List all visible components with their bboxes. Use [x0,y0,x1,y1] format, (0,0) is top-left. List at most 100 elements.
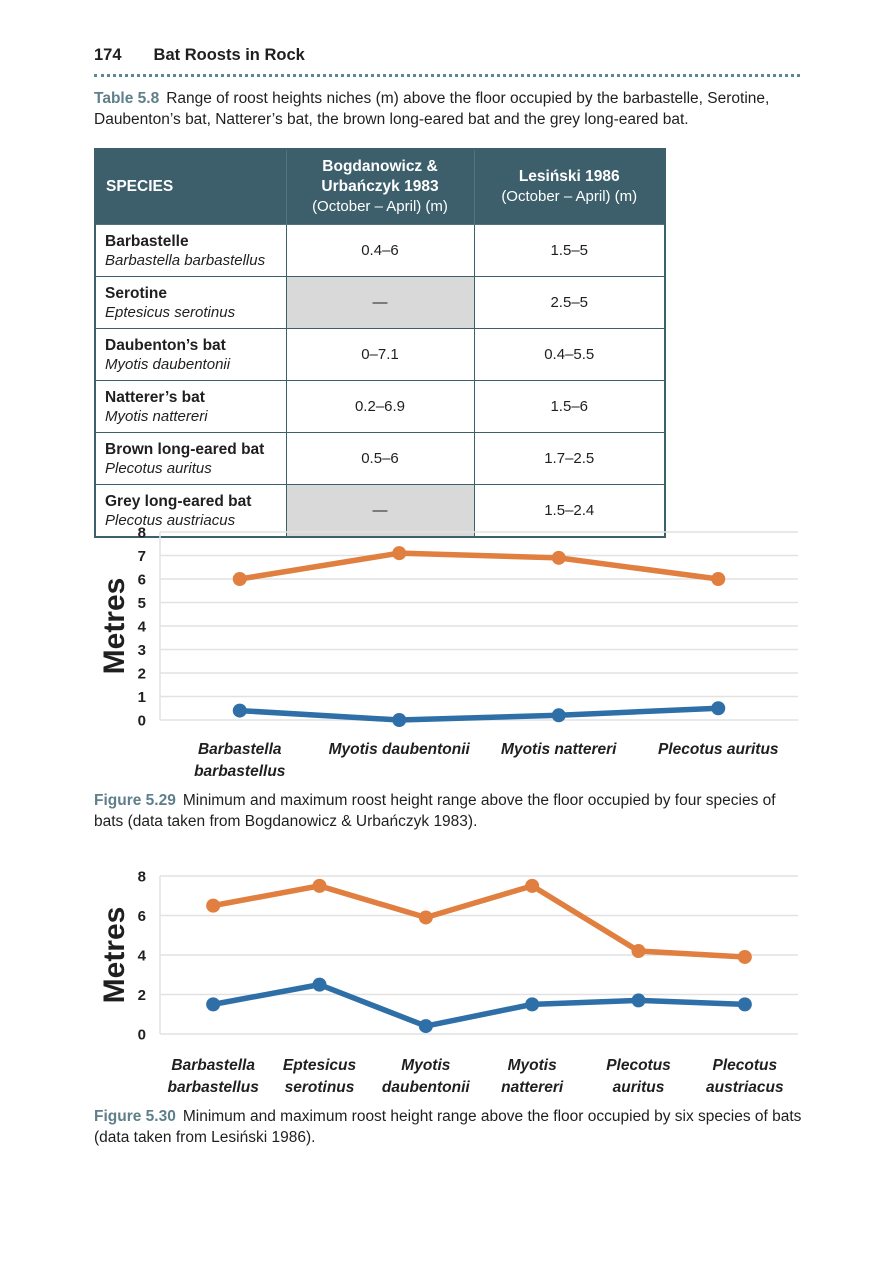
y-tick-label: 8 [138,869,146,886]
data-point-minimum [418,1019,433,1034]
value-cell: 0.4–6 [285,224,475,277]
y-tick-label: 2 [138,666,146,683]
category-label: daubentonii [382,1079,471,1096]
category-label: Myotis nattereri [501,741,617,758]
table-row: Barbastelle Barbastella barbastellus 0.4… [94,224,666,277]
category-label: Myotis [401,1057,450,1074]
category-label: barbastellus [168,1079,260,1096]
data-point-maximum [418,910,433,925]
figure-5-29-caption-text: Minimum and maximum roost height range a… [94,792,776,830]
y-tick-label: 0 [138,713,146,730]
y-axis-title: Metres [98,578,131,675]
y-tick-label: 4 [138,619,147,636]
table-row: Natterer’s bat Myotis nattereri 0.2–6.9 … [94,380,666,433]
series-line-minimum [210,981,748,1029]
table-caption-label: Table 5.8 [94,90,160,107]
category-label: Barbastella [171,1057,255,1074]
series-line-maximum [210,883,748,960]
category-label: auritus [613,1079,665,1096]
data-point-maximum [312,878,327,893]
value-cell: 0.5–6 [285,432,475,485]
header-source-2-subtitle: (October – April) (m) [501,188,638,205]
table-header-row: SPECIES Bogdanowicz & Urbańczyk 1983 (Oc… [94,148,666,225]
y-tick-label: 3 [138,642,146,659]
value-cell: 2.5–5 [473,276,666,329]
figure-5-29-chart: 0 1 2 3 4 5 6 7 8 Metres Barbastella barbastellus My… [98,525,798,780]
data-point-maximum [711,572,726,586]
category-label: nattereri [501,1079,564,1096]
figure-5-30-caption-label: Figure 5.30 [94,1108,176,1125]
data-point-maximum [551,550,566,565]
data-point-minimum [551,708,566,723]
table-row: Brown long-eared bat Plecotus auritus 0.… [94,432,666,485]
value-cell: — [285,484,475,538]
category-label: Plecotus auritus [658,741,779,758]
header-species: SPECIES [94,148,287,225]
species-cell: Barbastelle Barbastella barbastellus [94,224,287,277]
value-cell: 1.5–5 [473,224,666,277]
figure-5-29-caption-label: Figure 5.29 [94,792,176,809]
category-label: Eptesicus [283,1057,357,1074]
data-point-minimum [525,997,540,1012]
value-cell: 0.4–5.5 [473,328,666,381]
category-label: austriacus [706,1079,784,1096]
data-point-maximum [206,898,221,913]
data-point-maximum [232,572,247,586]
y-tick-label: 2 [138,987,146,1004]
data-point-minimum [232,703,247,718]
data-point-maximum [737,949,752,964]
value-cell: 0–7.1 [285,328,475,381]
y-tick-label: 1 [138,689,146,706]
data-point-minimum [737,997,752,1012]
data-point-minimum [206,997,221,1012]
y-tick-label: 6 [138,908,146,925]
category-label: Plecotus [713,1057,778,1074]
data-point-minimum [392,713,407,727]
value-cell: 1.7–2.5 [473,432,666,485]
y-tick-label: 7 [138,548,146,565]
page-number: 174 [94,46,122,64]
y-tick-label: 5 [138,595,146,612]
category-label: Plecotus [606,1057,671,1074]
y-tick-label: 6 [138,572,146,589]
figure-5-30-chart: 0 2 4 6 8 Metres Barbastella barbastellus Eptesi… [98,869,798,1096]
data-point-minimum [711,701,726,716]
value-cell: — [285,276,475,329]
table-row: Daubenton’s bat Myotis daubentonii 0–7.1… [94,328,666,381]
table-row: Grey long-eared bat Plecotus austriacus … [94,484,666,538]
species-cell: Daubenton’s bat Myotis daubentonii [94,328,287,381]
roost-height-table: SPECIES Bogdanowicz & Urbańczyk 1983 (Oc… [94,148,666,538]
series-line-minimum [237,705,721,723]
table-row: Serotine Eptesicus serotinus — 2.5–5 [94,276,666,329]
category-label: barbastellus [194,763,286,780]
header-source-2: Lesiński 1986 (October – April) (m) [473,148,666,225]
value-cell: 1.5–6 [473,380,666,433]
y-tick-label: 4 [138,948,147,965]
category-label: Myotis [508,1057,557,1074]
data-point-maximum [631,944,646,959]
category-label: serotinus [285,1079,355,1096]
header-source-1: Bogdanowicz & Urbańczyk 1983 (October – … [285,148,475,225]
series-line-maximum [237,550,721,582]
header-source-1-title: Bogdanowicz & Urbańczyk 1983 [321,158,439,195]
table-caption-text: Range of roost heights niches (m) above … [94,90,770,128]
species-cell: Grey long-eared bat Plecotus austriacus [94,484,287,538]
book-title: Bat Roosts in Rock [153,46,305,64]
y-tick-label: 8 [138,525,146,542]
species-cell: Brown long-eared bat Plecotus auritus [94,432,287,485]
y-tick-label: 0 [138,1027,146,1044]
table-caption: Table 5.8 Range of roost heights niches (… [94,88,806,130]
data-point-maximum [525,878,540,893]
value-cell: 1.5–2.4 [473,484,666,538]
value-cell: 0.2–6.9 [285,380,475,433]
species-cell: Natterer’s bat Myotis nattereri [94,380,287,433]
figure-5-29-caption: Figure 5.29 Minimum and maximum roost hei… [94,790,806,832]
data-point-maximum [392,546,407,561]
species-cell: Serotine Eptesicus serotinus [94,276,287,329]
category-label: Barbastella [198,741,282,758]
figure-5-30-caption: Figure 5.30 Minimum and maximum roost hei… [94,1106,806,1148]
header-source-1-subtitle: (October – April) (m) [312,198,448,215]
figure-5-30-caption-text: Minimum and maximum roost height range a… [94,1108,802,1146]
data-point-minimum [631,993,646,1008]
